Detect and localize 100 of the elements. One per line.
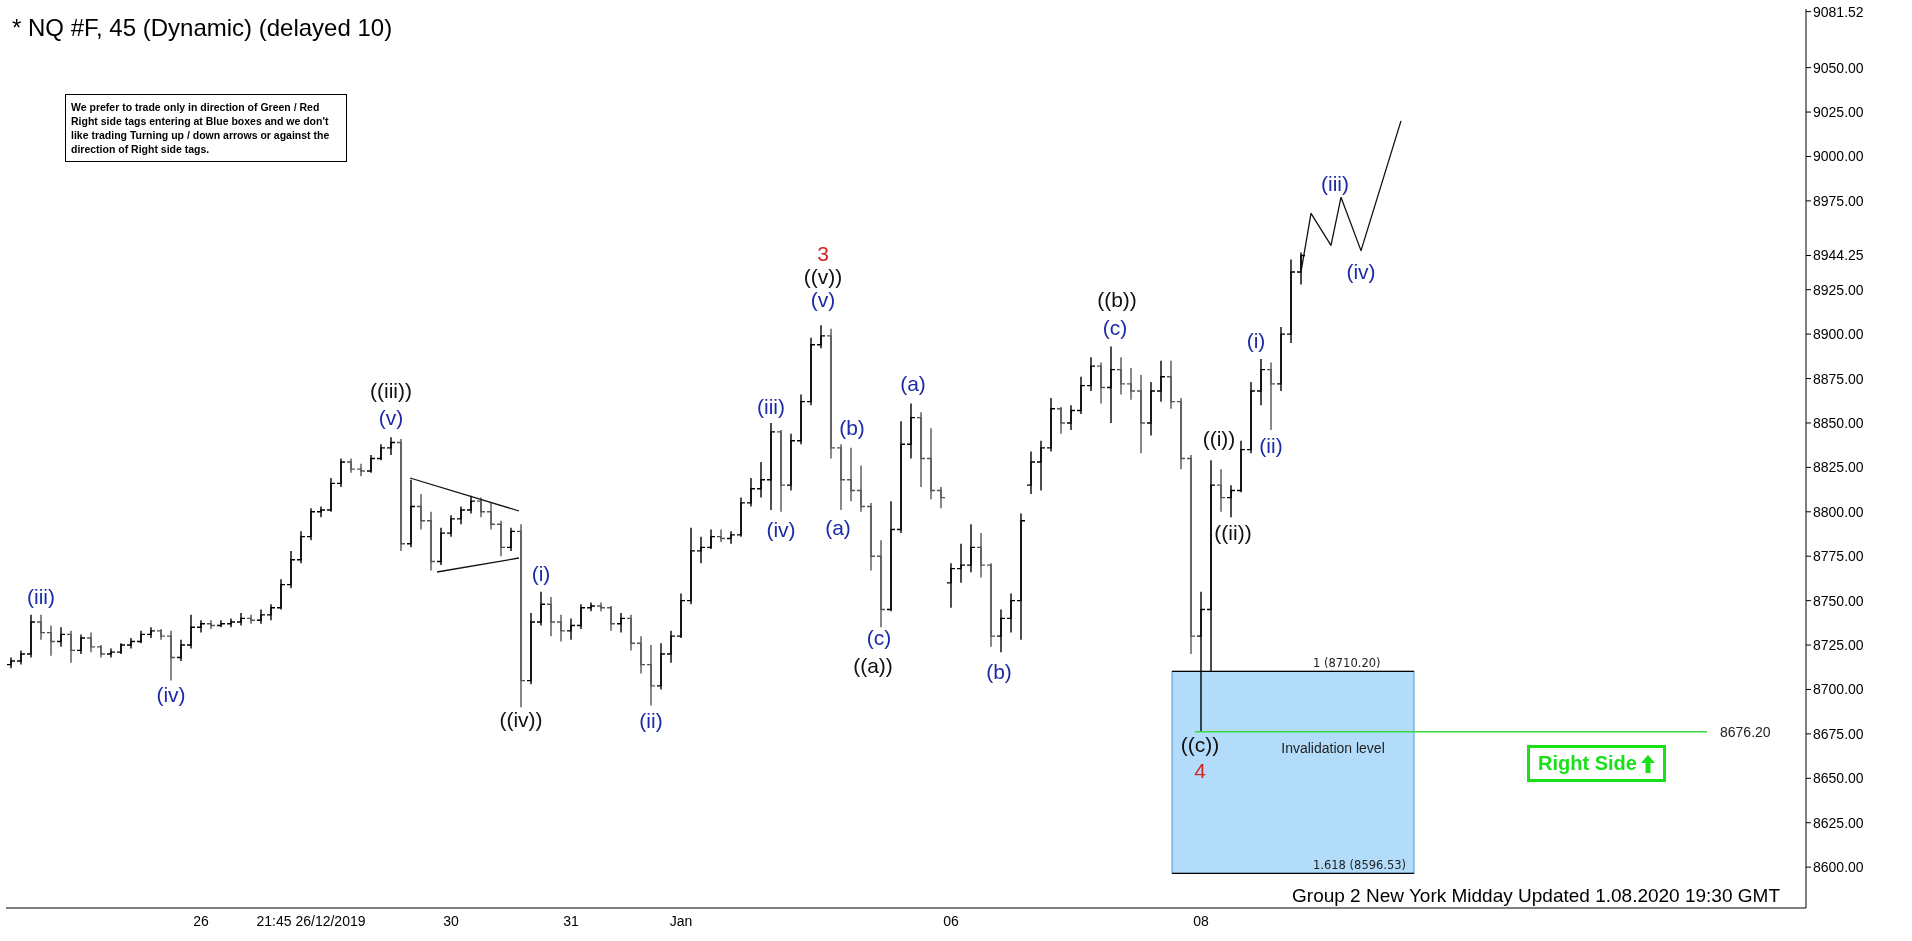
candlestick [276, 578, 286, 611]
candlestick [766, 422, 776, 511]
annotation: (ii) [639, 709, 663, 733]
candlestick [886, 500, 896, 612]
candlestick [596, 601, 606, 612]
candlestick [956, 543, 966, 584]
candlestick [1236, 440, 1246, 493]
y-tick-label: 8850.00 [1813, 414, 1864, 431]
annotation: (iii) [1321, 172, 1349, 196]
candlestick [586, 601, 596, 612]
x-tick-label: Jan [669, 912, 693, 929]
candlestick [1046, 397, 1056, 453]
annotation: 4 [1194, 759, 1206, 783]
candlestick [846, 447, 856, 502]
candlestick [1156, 360, 1166, 403]
candlestick [26, 614, 36, 659]
annotation: We prefer to trade only in direction of Green / Red Right side tags entering at Blue boxes and we don't like trading Turning up / down arrows or against the direction of Right side tags. [65, 94, 347, 162]
candlestick [896, 420, 906, 534]
candlestick [796, 393, 806, 445]
candlestick [946, 562, 956, 609]
candlestick [76, 633, 86, 655]
ref-line-label: 1.618 (8596.53) [1313, 858, 1407, 873]
candlestick [626, 614, 636, 652]
candlestick [756, 461, 766, 499]
candlestick [526, 612, 536, 685]
candlestick [1166, 360, 1176, 410]
annotation: (c) [866, 626, 892, 650]
candlestick [396, 438, 406, 552]
candlestick [1296, 251, 1306, 286]
candlestick [406, 479, 416, 549]
candlestick [236, 612, 246, 627]
candlestick [1186, 454, 1196, 655]
annotation: (iv) [766, 518, 796, 542]
candlestick [316, 505, 326, 518]
candlestick [416, 493, 426, 531]
annotation: ((iii)) [370, 379, 412, 403]
candlestick [576, 603, 586, 630]
candlestick [876, 539, 886, 628]
candlestick [1036, 440, 1046, 492]
candlestick [1116, 356, 1126, 396]
candlestick [696, 535, 706, 565]
y-tick-label: 8650.00 [1813, 770, 1864, 787]
y-tick-label: 8600.00 [1813, 859, 1864, 876]
annotation: ((a)) [853, 654, 893, 678]
candlestick [706, 528, 716, 550]
candlestick [656, 642, 666, 691]
candlestick [1126, 367, 1136, 401]
candlestick [246, 614, 256, 625]
annotation: (iii) [27, 585, 55, 609]
x-tick-label: 30 [443, 912, 459, 929]
candlestick [1016, 512, 1026, 641]
candlestick [816, 324, 826, 350]
candlestick [1136, 374, 1146, 454]
annotation: (v) [810, 288, 836, 312]
candlestick [1006, 592, 1016, 634]
annotation: (b) [839, 416, 865, 440]
candlestick [1066, 404, 1076, 431]
candlestick [916, 411, 926, 488]
candlestick [426, 511, 436, 572]
candlestick [296, 530, 306, 565]
annotation: Invalidation level [1281, 740, 1385, 757]
x-tick-label: 21:45 26/12/2019 [256, 912, 366, 929]
candlestick [56, 626, 66, 648]
annotation: (iv) [156, 683, 186, 707]
y-tick-label: 8800.00 [1813, 503, 1864, 520]
annotation: (a) [825, 516, 851, 540]
y-tick-label: 8675.00 [1813, 725, 1864, 742]
x-tick-label: 26 [193, 912, 209, 929]
candlestick [1106, 345, 1116, 424]
x-tick-label: 31 [563, 912, 579, 929]
candlestick [506, 527, 516, 552]
candlestick [1286, 258, 1296, 344]
candlestick [306, 507, 316, 541]
candlestick [786, 432, 796, 492]
y-tick-label: 9050.00 [1813, 59, 1864, 76]
candlestick [446, 514, 456, 538]
annotation: ((i)) [1202, 427, 1236, 451]
candlestick [676, 592, 686, 639]
annotation: ((v)) [803, 265, 843, 289]
y-tick-label: 8725.00 [1813, 637, 1864, 654]
candlestick [996, 608, 1006, 653]
chart-title: * NQ #F, 45 (Dynamic) (delayed 10) [12, 14, 393, 42]
candlestick [906, 402, 916, 460]
candlestick [46, 624, 56, 657]
candlestick [866, 502, 876, 572]
y-tick-label: 8700.00 [1813, 681, 1864, 698]
y-tick-label: 8625.00 [1813, 814, 1864, 831]
candlestick [546, 596, 556, 637]
candlestick [1056, 406, 1066, 435]
annotation: Right Side [1538, 752, 1637, 775]
x-tick-label: 08 [1193, 912, 1209, 929]
y-tick-label: 8825.00 [1813, 459, 1864, 476]
y-tick-label: 9081.52 [1813, 3, 1864, 20]
candlestick [336, 457, 346, 488]
candlestick [616, 612, 626, 634]
candlestick [726, 530, 736, 545]
candlestick [536, 591, 546, 627]
ref-line-label: 8676.20 [1720, 723, 1771, 740]
candlestick [636, 635, 646, 675]
candlestick [776, 429, 786, 513]
